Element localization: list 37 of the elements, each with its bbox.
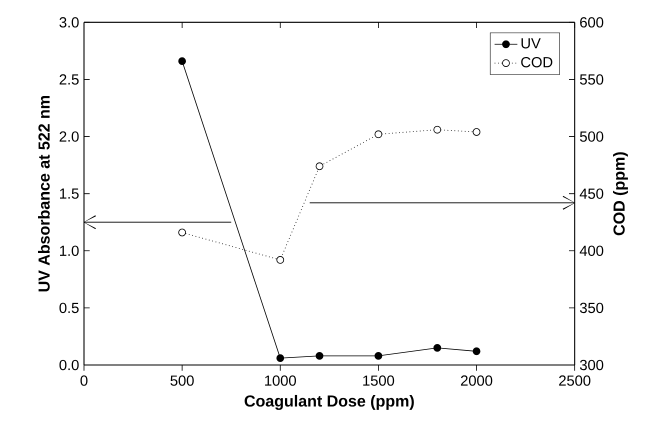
y2-tick-label: 550 xyxy=(580,74,604,85)
y-tick-label: 0.0 xyxy=(59,360,79,370)
y2-tick-label: 450 xyxy=(580,188,604,199)
point xyxy=(374,130,382,138)
y-tick-label: 3.0 xyxy=(59,17,79,28)
point xyxy=(433,126,442,134)
y-tick-label: 2.5 xyxy=(60,74,79,85)
point xyxy=(316,162,324,170)
x-tick-label: 2000 xyxy=(460,375,492,386)
x-axis-title: Coagulant Dose (ppm) xyxy=(244,394,414,410)
y2-tick-label: 350 xyxy=(580,302,604,314)
point xyxy=(374,352,382,360)
point xyxy=(433,344,442,352)
y-tick-label: 2.0 xyxy=(60,131,79,142)
y2-tick-label: 500 xyxy=(580,131,604,142)
point xyxy=(316,352,324,360)
point xyxy=(472,128,480,136)
x-tick-label: 0 xyxy=(80,375,88,386)
legend-label: UV xyxy=(522,38,541,48)
point xyxy=(276,354,284,362)
point xyxy=(178,57,186,66)
y-axis-title: UV Absorbance at 522 nm xyxy=(38,96,50,292)
point xyxy=(276,256,284,264)
y2-tick-label: 400 xyxy=(580,246,604,256)
legend-label: COD xyxy=(521,56,552,68)
x-tick-label: 2500 xyxy=(559,375,590,386)
point xyxy=(472,347,480,356)
y-tick-label: 1.5 xyxy=(60,188,79,199)
x-tick-label: 500 xyxy=(170,375,194,386)
y-tick-label: 0.5 xyxy=(59,302,79,314)
y-tick-label: 1.0 xyxy=(60,246,79,256)
y2-tick-label: 600 xyxy=(580,17,604,28)
x-tick-label: 1000 xyxy=(265,375,296,386)
x-tick-label: 1500 xyxy=(363,375,394,386)
y2-tick-label: 300 xyxy=(580,360,604,370)
y2-axis-title: COD (ppm) xyxy=(613,152,628,236)
point xyxy=(178,228,186,236)
